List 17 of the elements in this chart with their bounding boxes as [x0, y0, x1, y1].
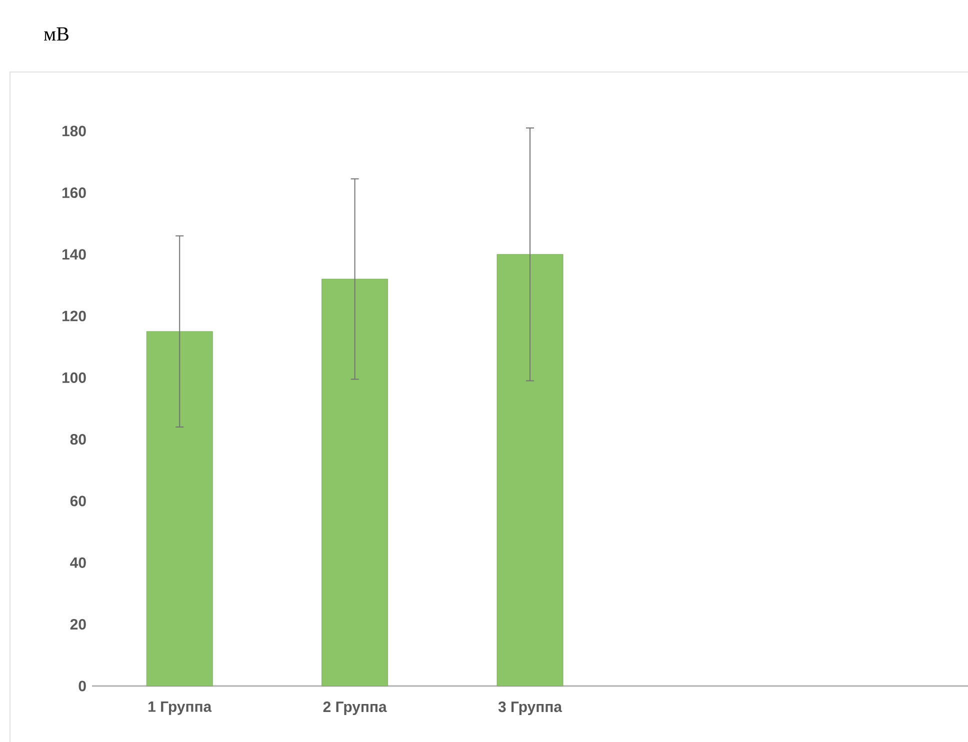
y-tick-label: 160 [62, 187, 86, 198]
y-tick-label: 20 [70, 619, 86, 630]
x-tick-label: 1 Группа [148, 702, 212, 715]
x-tick-label: 2 Группа [323, 702, 387, 716]
bar [146, 331, 213, 686]
y-tick-label: 180 [62, 126, 86, 136]
y-tick-label: 0 [78, 680, 86, 692]
y-tick-label: 140 [62, 249, 86, 260]
y-axis-title: мВ [44, 27, 68, 41]
y-tick-label: 80 [70, 434, 86, 445]
y-tick-label: 120 [62, 310, 86, 322]
bar [496, 254, 564, 686]
y-tick-label: 60 [70, 496, 86, 506]
y-tick-label: 100 [62, 372, 86, 383]
bar [322, 278, 388, 686]
x-tick-label: 3 Группа [498, 702, 562, 716]
y-tick-label: 40 [70, 557, 86, 568]
